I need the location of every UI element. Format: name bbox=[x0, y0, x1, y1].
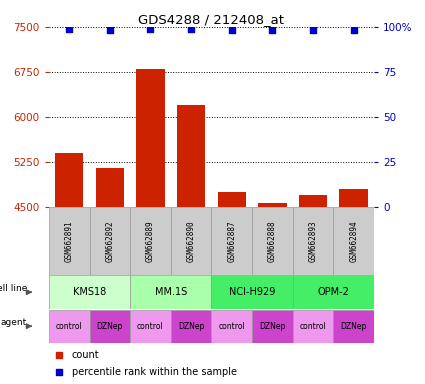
Bar bbox=[49, 275, 130, 309]
Bar bbox=[49, 207, 90, 275]
Bar bbox=[211, 275, 293, 309]
Bar bbox=[293, 275, 374, 309]
Bar bbox=[55, 153, 83, 384]
Text: GSM662887: GSM662887 bbox=[227, 220, 236, 262]
Bar bbox=[299, 195, 327, 384]
Text: count: count bbox=[72, 350, 99, 360]
Title: GDS4288 / 212408_at: GDS4288 / 212408_at bbox=[139, 13, 284, 26]
Point bbox=[350, 27, 357, 33]
Bar bbox=[130, 275, 211, 309]
Point bbox=[147, 26, 154, 32]
Text: GSM662893: GSM662893 bbox=[309, 220, 317, 262]
Text: control: control bbox=[300, 322, 326, 331]
Text: control: control bbox=[218, 322, 245, 331]
Point bbox=[269, 27, 276, 33]
Bar bbox=[333, 207, 374, 275]
Text: OPM-2: OPM-2 bbox=[317, 287, 349, 297]
Bar bbox=[177, 105, 205, 384]
Text: GSM662891: GSM662891 bbox=[65, 220, 74, 262]
Bar bbox=[252, 207, 293, 275]
Bar bbox=[130, 310, 171, 343]
Text: DZNep: DZNep bbox=[178, 322, 204, 331]
Text: GSM662894: GSM662894 bbox=[349, 220, 358, 262]
Bar bbox=[90, 310, 130, 343]
Bar bbox=[171, 310, 211, 343]
Bar bbox=[333, 310, 374, 343]
Point bbox=[66, 26, 73, 32]
Bar bbox=[211, 207, 252, 275]
Bar bbox=[258, 203, 286, 384]
Bar bbox=[49, 310, 90, 343]
Bar bbox=[293, 310, 333, 343]
Bar bbox=[211, 310, 252, 343]
Text: GSM662889: GSM662889 bbox=[146, 220, 155, 262]
Bar bbox=[218, 192, 246, 384]
Bar bbox=[130, 207, 171, 275]
Bar bbox=[340, 189, 368, 384]
Text: KMS18: KMS18 bbox=[73, 287, 106, 297]
Text: DZNep: DZNep bbox=[96, 322, 123, 331]
Text: control: control bbox=[137, 322, 164, 331]
Bar bbox=[293, 207, 333, 275]
Text: control: control bbox=[56, 322, 82, 331]
Text: GSM662890: GSM662890 bbox=[187, 220, 196, 262]
Text: agent: agent bbox=[0, 318, 27, 327]
Text: GSM662892: GSM662892 bbox=[105, 220, 114, 262]
Bar bbox=[96, 168, 124, 384]
Point bbox=[106, 27, 113, 33]
Text: percentile rank within the sample: percentile rank within the sample bbox=[72, 366, 237, 377]
Point bbox=[188, 26, 195, 32]
Text: MM.1S: MM.1S bbox=[155, 287, 187, 297]
Bar bbox=[90, 207, 130, 275]
Text: GSM662888: GSM662888 bbox=[268, 220, 277, 262]
Point bbox=[55, 369, 62, 375]
Text: cell line: cell line bbox=[0, 284, 27, 293]
Bar bbox=[252, 310, 293, 343]
Point bbox=[310, 27, 317, 33]
Bar bbox=[136, 69, 165, 384]
Bar bbox=[171, 207, 211, 275]
Text: NCI-H929: NCI-H929 bbox=[229, 287, 275, 297]
Point bbox=[228, 27, 235, 33]
Text: DZNep: DZNep bbox=[340, 322, 367, 331]
Text: DZNep: DZNep bbox=[259, 322, 286, 331]
Point bbox=[55, 352, 62, 358]
